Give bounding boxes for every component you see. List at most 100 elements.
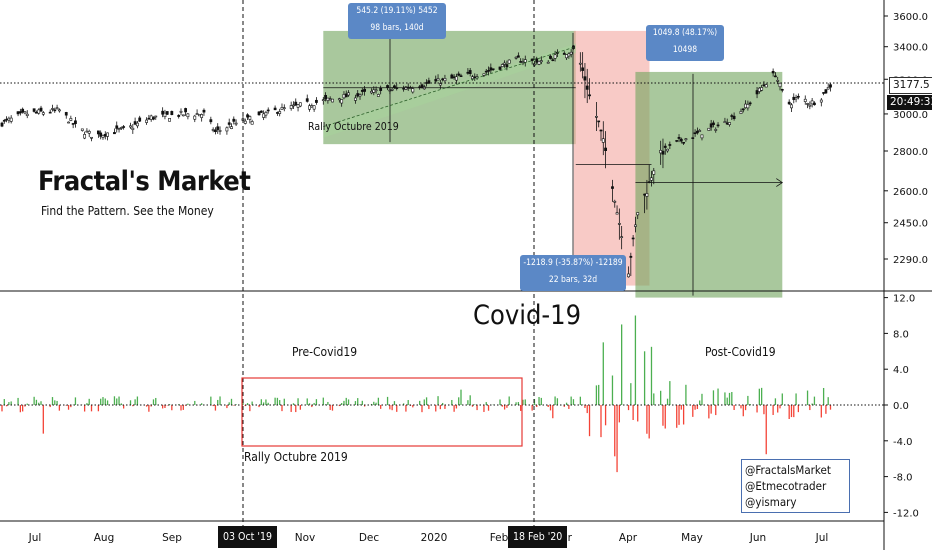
candle-body xyxy=(716,124,720,127)
candle-body xyxy=(103,133,107,137)
candle-body xyxy=(677,136,681,139)
candle-body xyxy=(354,97,357,101)
candle-body xyxy=(771,70,775,74)
candle-body xyxy=(234,122,238,125)
x-tick-label: 2020 xyxy=(421,532,448,544)
x-tick-label: Aug xyxy=(94,532,115,544)
candle-body xyxy=(216,126,220,130)
candle-body xyxy=(599,129,603,132)
candle-body xyxy=(152,117,155,120)
candle-body xyxy=(613,200,617,203)
candle-body xyxy=(83,134,87,139)
bar-tick-label: -4.0 xyxy=(893,437,913,448)
candle-body xyxy=(257,111,261,116)
candle-body xyxy=(298,102,302,107)
candle-body xyxy=(64,112,68,116)
candle-body xyxy=(707,127,711,131)
candle-body xyxy=(521,61,525,63)
candle-body xyxy=(810,100,814,105)
candle-body xyxy=(631,237,635,240)
rally-callout-line2: 98 bars, 140d xyxy=(370,23,424,33)
candle-body xyxy=(195,113,199,115)
post-covid-label: Post-Covid19 xyxy=(705,345,776,359)
crash-callout: -1218.9 (-35.87%) -12189 22 bars, 32d xyxy=(520,255,626,291)
candle-body xyxy=(539,60,543,63)
candle-body xyxy=(489,67,493,71)
pre-covid-label: Pre-Covid19 xyxy=(292,345,358,359)
x-tick-label: May xyxy=(681,532,703,544)
candle-body xyxy=(131,127,135,130)
candlestick-series xyxy=(0,45,832,278)
candle-body xyxy=(588,94,591,97)
candle-body xyxy=(507,59,511,64)
candle-body xyxy=(328,98,332,100)
candle-body xyxy=(484,70,488,73)
candle-body xyxy=(537,61,541,65)
current-time-tag: 20:49:33 xyxy=(887,95,932,110)
candle-body xyxy=(794,97,798,100)
candle-body xyxy=(177,114,181,117)
candle-body xyxy=(629,255,633,258)
candle-body xyxy=(115,125,119,129)
recovery-callout-line2: 56 bars, 79d xyxy=(660,62,710,72)
candle-body xyxy=(787,101,791,105)
candle-body xyxy=(411,88,415,93)
candle-body xyxy=(505,64,509,68)
x-tick-label: Jul xyxy=(28,532,42,544)
candle-body xyxy=(117,128,121,131)
candle-body xyxy=(776,80,780,82)
candle-body xyxy=(712,122,715,125)
candle-body xyxy=(503,62,507,65)
candle-body xyxy=(668,144,672,146)
rally-callout-line1: 545.2 (19.11%) 5452 xyxy=(356,6,438,16)
candle-body xyxy=(585,85,589,90)
candle-body xyxy=(372,89,376,93)
candle-body xyxy=(730,115,734,117)
candle-body xyxy=(695,130,699,134)
bar-tick-label: 8.0 xyxy=(893,329,909,340)
candle-body xyxy=(280,107,284,110)
credit-etmecotrader[interactable]: @Etmecotrader xyxy=(745,479,827,493)
candle-body xyxy=(666,148,669,152)
candle-body xyxy=(197,114,201,117)
candle-body xyxy=(122,126,126,128)
candle-body xyxy=(434,79,438,82)
bar-tick-label: 12.0 xyxy=(893,294,915,305)
rally-highlight-box xyxy=(241,377,523,447)
candle-body xyxy=(549,55,552,59)
candle-body xyxy=(232,118,236,122)
bar-tick-label: 4.0 xyxy=(893,365,909,376)
candle-body xyxy=(698,130,702,132)
date-marker-oct: 03 Oct '19 xyxy=(218,526,277,548)
candle-body xyxy=(136,122,139,127)
candle-body xyxy=(202,109,206,113)
candle-body xyxy=(822,92,826,94)
candle-body xyxy=(209,119,213,123)
candle-body xyxy=(57,109,61,112)
credit-yismary[interactable]: @yismary xyxy=(745,495,797,509)
candle-body xyxy=(725,122,729,125)
candle-body xyxy=(16,111,20,115)
candle-body xyxy=(218,130,222,132)
price-tick-label: 2450.0 xyxy=(893,219,928,230)
candle-body xyxy=(2,120,6,122)
candle-body xyxy=(471,76,474,80)
candle-body xyxy=(634,224,637,227)
x-tick-label: Nov xyxy=(295,532,316,544)
candle-body xyxy=(452,76,456,79)
candle-body xyxy=(663,145,667,148)
candle-body xyxy=(757,87,761,92)
candle-body xyxy=(808,104,812,107)
candle-body xyxy=(723,121,727,124)
candle-body xyxy=(246,114,249,118)
price-tick-label: 3400.0 xyxy=(893,43,928,54)
candle-body xyxy=(71,123,75,125)
candle-body xyxy=(312,105,316,110)
credit-fractalsmarket[interactable]: @FractalsMarket xyxy=(745,463,831,477)
candle-body xyxy=(133,121,137,125)
x-tick-label: Jul xyxy=(815,532,829,544)
candle-body xyxy=(161,110,165,115)
candle-body xyxy=(565,54,568,59)
candle-body xyxy=(266,109,270,112)
